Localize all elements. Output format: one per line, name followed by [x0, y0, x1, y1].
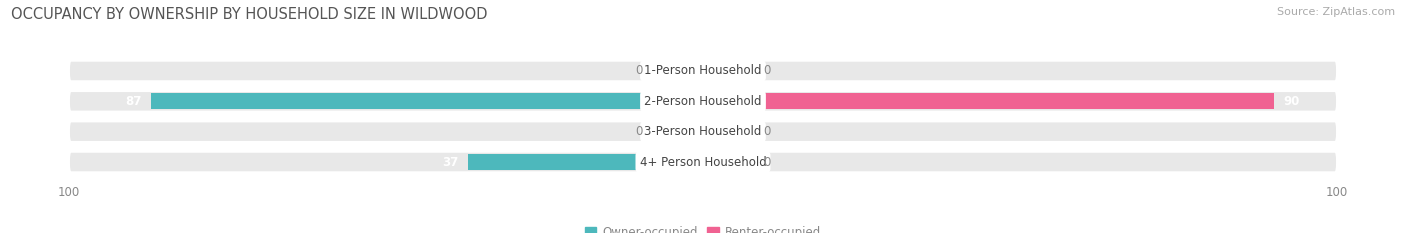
Text: 4+ Person Household: 4+ Person Household [640, 155, 766, 168]
Text: 1-Person Household: 1-Person Household [644, 65, 762, 78]
Bar [703, 154, 754, 170]
Text: 0: 0 [636, 125, 643, 138]
Bar [468, 154, 703, 170]
Text: 3-Person Household: 3-Person Household [644, 125, 762, 138]
FancyBboxPatch shape [69, 61, 1337, 81]
Bar [652, 63, 703, 79]
Text: 0: 0 [763, 155, 770, 168]
FancyBboxPatch shape [69, 91, 1337, 112]
Text: 2-Person Household: 2-Person Household [644, 95, 762, 108]
FancyBboxPatch shape [69, 121, 1337, 142]
Text: 0: 0 [763, 125, 770, 138]
Bar [152, 93, 703, 109]
Bar [703, 63, 754, 79]
Text: 0: 0 [636, 65, 643, 78]
Bar [652, 124, 703, 140]
Text: 90: 90 [1284, 95, 1299, 108]
Text: OCCUPANCY BY OWNERSHIP BY HOUSEHOLD SIZE IN WILDWOOD: OCCUPANCY BY OWNERSHIP BY HOUSEHOLD SIZE… [11, 7, 488, 22]
FancyBboxPatch shape [69, 152, 1337, 172]
Legend: Owner-occupied, Renter-occupied: Owner-occupied, Renter-occupied [579, 221, 827, 233]
Bar [703, 124, 754, 140]
Text: 37: 37 [443, 155, 458, 168]
Bar [703, 93, 1274, 109]
Text: Source: ZipAtlas.com: Source: ZipAtlas.com [1277, 7, 1395, 17]
Text: 0: 0 [763, 65, 770, 78]
Text: 87: 87 [125, 95, 142, 108]
